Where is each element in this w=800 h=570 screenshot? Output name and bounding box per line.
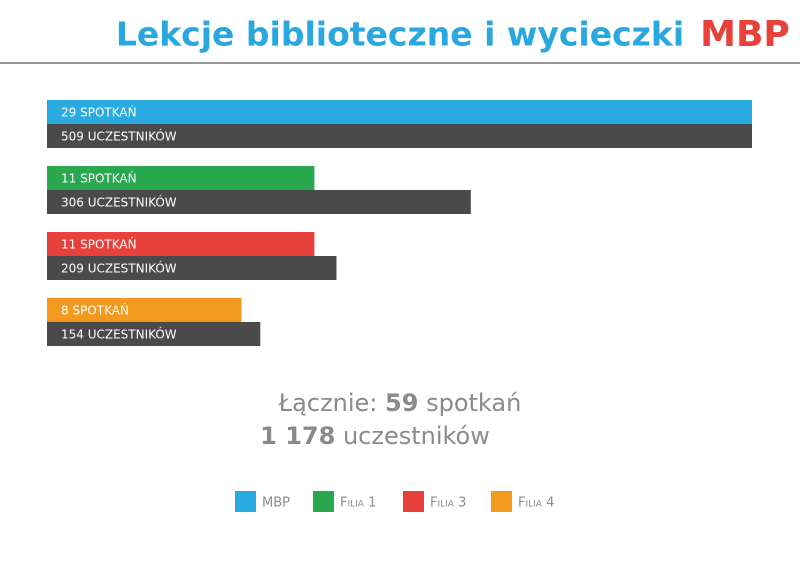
bar-label: 29 SPOTKAŃ <box>61 105 137 120</box>
total-participants: 1 178 uczestników <box>260 422 490 450</box>
legend-label: Filia 3 <box>430 496 466 511</box>
legend-swatch <box>403 491 424 512</box>
chart-title: Lekcje biblioteczne i wycieczki <box>116 15 684 54</box>
legend-label: Filia 4 <box>518 496 554 511</box>
bar <box>47 124 752 148</box>
bar <box>47 100 752 124</box>
total-meetings: Łącznie: 59 spotkań <box>278 389 522 417</box>
bar-label: 8 SPOTKAŃ <box>61 303 129 318</box>
total-meetings-unit: spotkań <box>426 389 521 417</box>
bar <box>47 190 471 214</box>
bar <box>47 232 315 256</box>
bar <box>47 322 261 346</box>
bar-label: 11 SPOTKAŃ <box>61 171 137 186</box>
logo: MBP <box>700 14 790 55</box>
total-label: Łącznie: <box>278 389 378 417</box>
total-participants-unit: uczestników <box>343 422 490 450</box>
legend-swatch <box>235 491 256 512</box>
bar-label: 509 UCZESTNIKÓW <box>61 129 177 144</box>
bar <box>47 166 315 190</box>
legend-label: MBP <box>262 496 290 511</box>
total-meetings-value: 59 <box>385 389 418 417</box>
legend-swatch <box>491 491 512 512</box>
bar-label: 154 UCZESTNIKÓW <box>61 327 177 342</box>
bar <box>47 298 242 322</box>
total-participants-value: 1 178 <box>260 422 335 450</box>
legend-label: Filia 1 <box>340 496 376 511</box>
bar-label: 11 SPOTKAŃ <box>61 237 137 252</box>
legend-swatch <box>313 491 334 512</box>
bar <box>47 256 337 280</box>
bar-label: 306 UCZESTNIKÓW <box>61 195 177 210</box>
bar-label: 209 UCZESTNIKÓW <box>61 261 177 276</box>
